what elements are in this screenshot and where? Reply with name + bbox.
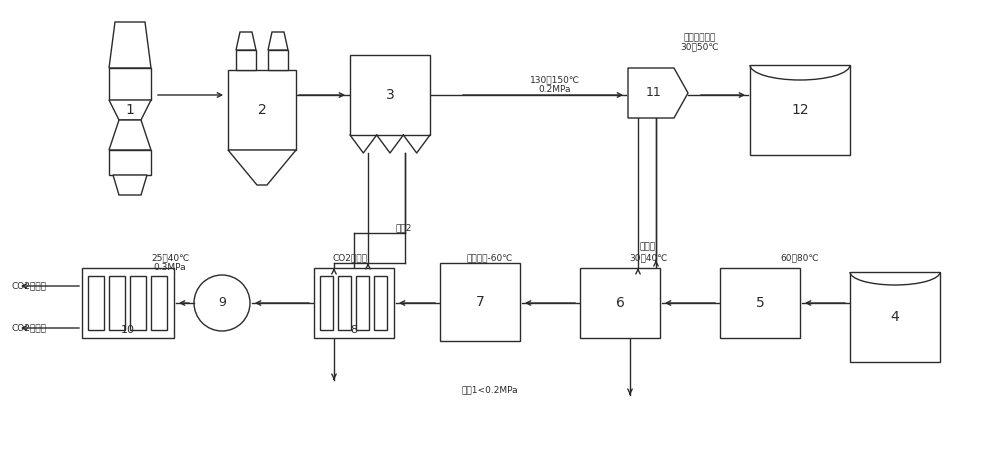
Text: 9: 9 — [218, 297, 226, 309]
Text: CO2解吸气: CO2解吸气 — [332, 253, 368, 262]
Bar — [440, 263, 520, 341]
Text: 废气1<0.2MPa: 废气1<0.2MPa — [462, 385, 518, 395]
Polygon shape — [109, 150, 151, 175]
Text: 废气2: 废气2 — [396, 224, 412, 233]
Bar — [580, 268, 660, 338]
Text: CO2产品气: CO2产品气 — [12, 324, 47, 333]
Bar — [314, 268, 394, 338]
Bar — [130, 276, 146, 330]
Polygon shape — [236, 32, 256, 50]
Bar — [850, 272, 940, 362]
Bar — [350, 55, 430, 135]
Bar — [374, 276, 387, 330]
Text: 高炉煤气管网: 高炉煤气管网 — [684, 33, 716, 42]
Bar — [228, 70, 296, 150]
Text: 0.2MPa: 0.2MPa — [539, 86, 571, 95]
Bar — [356, 276, 369, 330]
Text: 0.3MPa: 0.3MPa — [154, 263, 186, 273]
Text: 25～40℃: 25～40℃ — [151, 253, 189, 262]
Text: 8: 8 — [350, 325, 358, 335]
Bar — [88, 276, 104, 330]
Polygon shape — [268, 50, 288, 70]
Text: 1: 1 — [126, 103, 134, 117]
Text: 130～150℃: 130～150℃ — [530, 75, 580, 84]
Text: 30～50℃: 30～50℃ — [681, 42, 719, 51]
Text: 30～40℃: 30～40℃ — [629, 253, 667, 262]
Polygon shape — [113, 175, 147, 195]
Bar — [750, 65, 850, 155]
Polygon shape — [268, 32, 288, 50]
Bar — [720, 268, 800, 338]
Text: 4: 4 — [891, 310, 899, 324]
Polygon shape — [228, 150, 296, 185]
Bar — [320, 276, 333, 330]
Bar — [82, 268, 174, 338]
Text: 12: 12 — [791, 103, 809, 117]
Text: 7: 7 — [476, 295, 484, 309]
Bar — [338, 276, 351, 330]
Text: 2: 2 — [258, 103, 266, 117]
Text: 循环水: 循环水 — [640, 243, 656, 252]
Text: 60～80℃: 60～80℃ — [781, 253, 819, 262]
Text: 5: 5 — [756, 296, 764, 310]
Polygon shape — [109, 22, 151, 68]
Text: 3: 3 — [386, 88, 394, 102]
Polygon shape — [628, 68, 688, 118]
Polygon shape — [109, 100, 151, 120]
Polygon shape — [109, 68, 151, 100]
Text: 露点温度-60℃: 露点温度-60℃ — [467, 253, 513, 262]
Text: 11: 11 — [646, 87, 662, 99]
Bar — [151, 276, 167, 330]
Polygon shape — [109, 120, 151, 150]
Bar — [109, 276, 125, 330]
Text: 6: 6 — [616, 296, 624, 310]
Text: 10: 10 — [121, 325, 135, 335]
Polygon shape — [236, 50, 256, 70]
Text: CO2产品气: CO2产品气 — [12, 282, 47, 291]
